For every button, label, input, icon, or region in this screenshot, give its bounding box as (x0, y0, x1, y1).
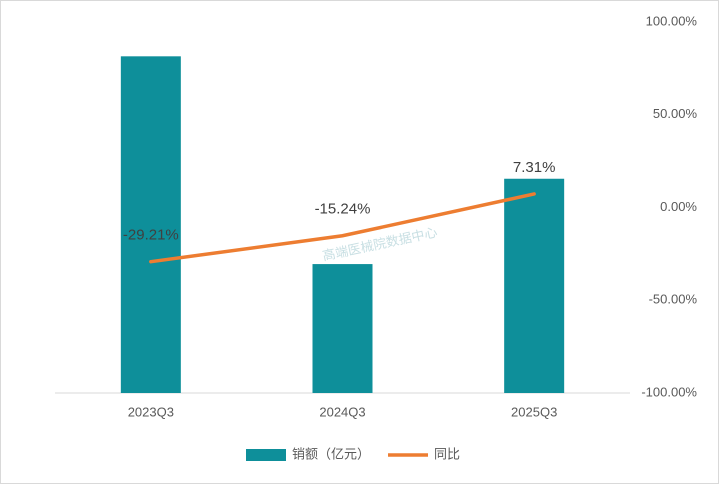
x-tick-label: 2025Q3 (511, 404, 557, 419)
bar (120, 56, 181, 393)
y2-tick-label: -50.00% (649, 292, 698, 307)
legend-swatch (246, 449, 286, 461)
legend-label: 同比 (434, 446, 460, 461)
legend-label: 销额（亿元） (292, 446, 370, 461)
line (149, 192, 536, 264)
y2-tick-label: -100.00% (641, 384, 697, 399)
y2-tick-label: 0.00% (660, 199, 697, 214)
bar (504, 178, 565, 393)
y2-tick-label: 50.00% (653, 106, 698, 121)
data-label: -15.24% (315, 201, 371, 218)
y2-tick-label: 100.00% (646, 13, 698, 28)
bar (312, 264, 373, 393)
x-tick-label: 2023Q3 (128, 404, 174, 419)
x-tick-label: 2024Q3 (319, 404, 365, 419)
data-label: 7.31% (513, 159, 556, 176)
data-label: -29.21% (123, 227, 179, 244)
